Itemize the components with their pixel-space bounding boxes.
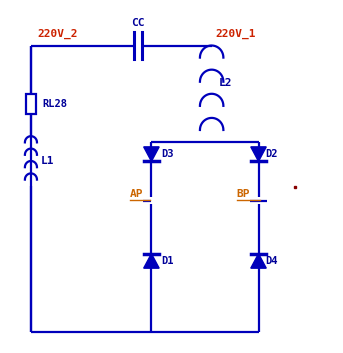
Polygon shape — [251, 254, 266, 268]
Polygon shape — [144, 254, 159, 268]
Text: D4: D4 — [265, 256, 278, 266]
Text: 220V_2: 220V_2 — [38, 28, 78, 38]
Text: RL28: RL28 — [43, 99, 68, 109]
Text: D1: D1 — [162, 256, 174, 266]
Text: AP: AP — [130, 189, 143, 199]
Text: 220V_1: 220V_1 — [215, 28, 256, 38]
Text: D3: D3 — [162, 149, 174, 159]
Text: L2: L2 — [218, 78, 232, 89]
Polygon shape — [144, 147, 159, 161]
Polygon shape — [251, 147, 266, 161]
Text: BP: BP — [237, 189, 250, 199]
Bar — [26, 94, 36, 114]
Text: CC: CC — [131, 18, 145, 28]
Text: D2: D2 — [265, 149, 278, 159]
Text: L1: L1 — [41, 156, 55, 166]
